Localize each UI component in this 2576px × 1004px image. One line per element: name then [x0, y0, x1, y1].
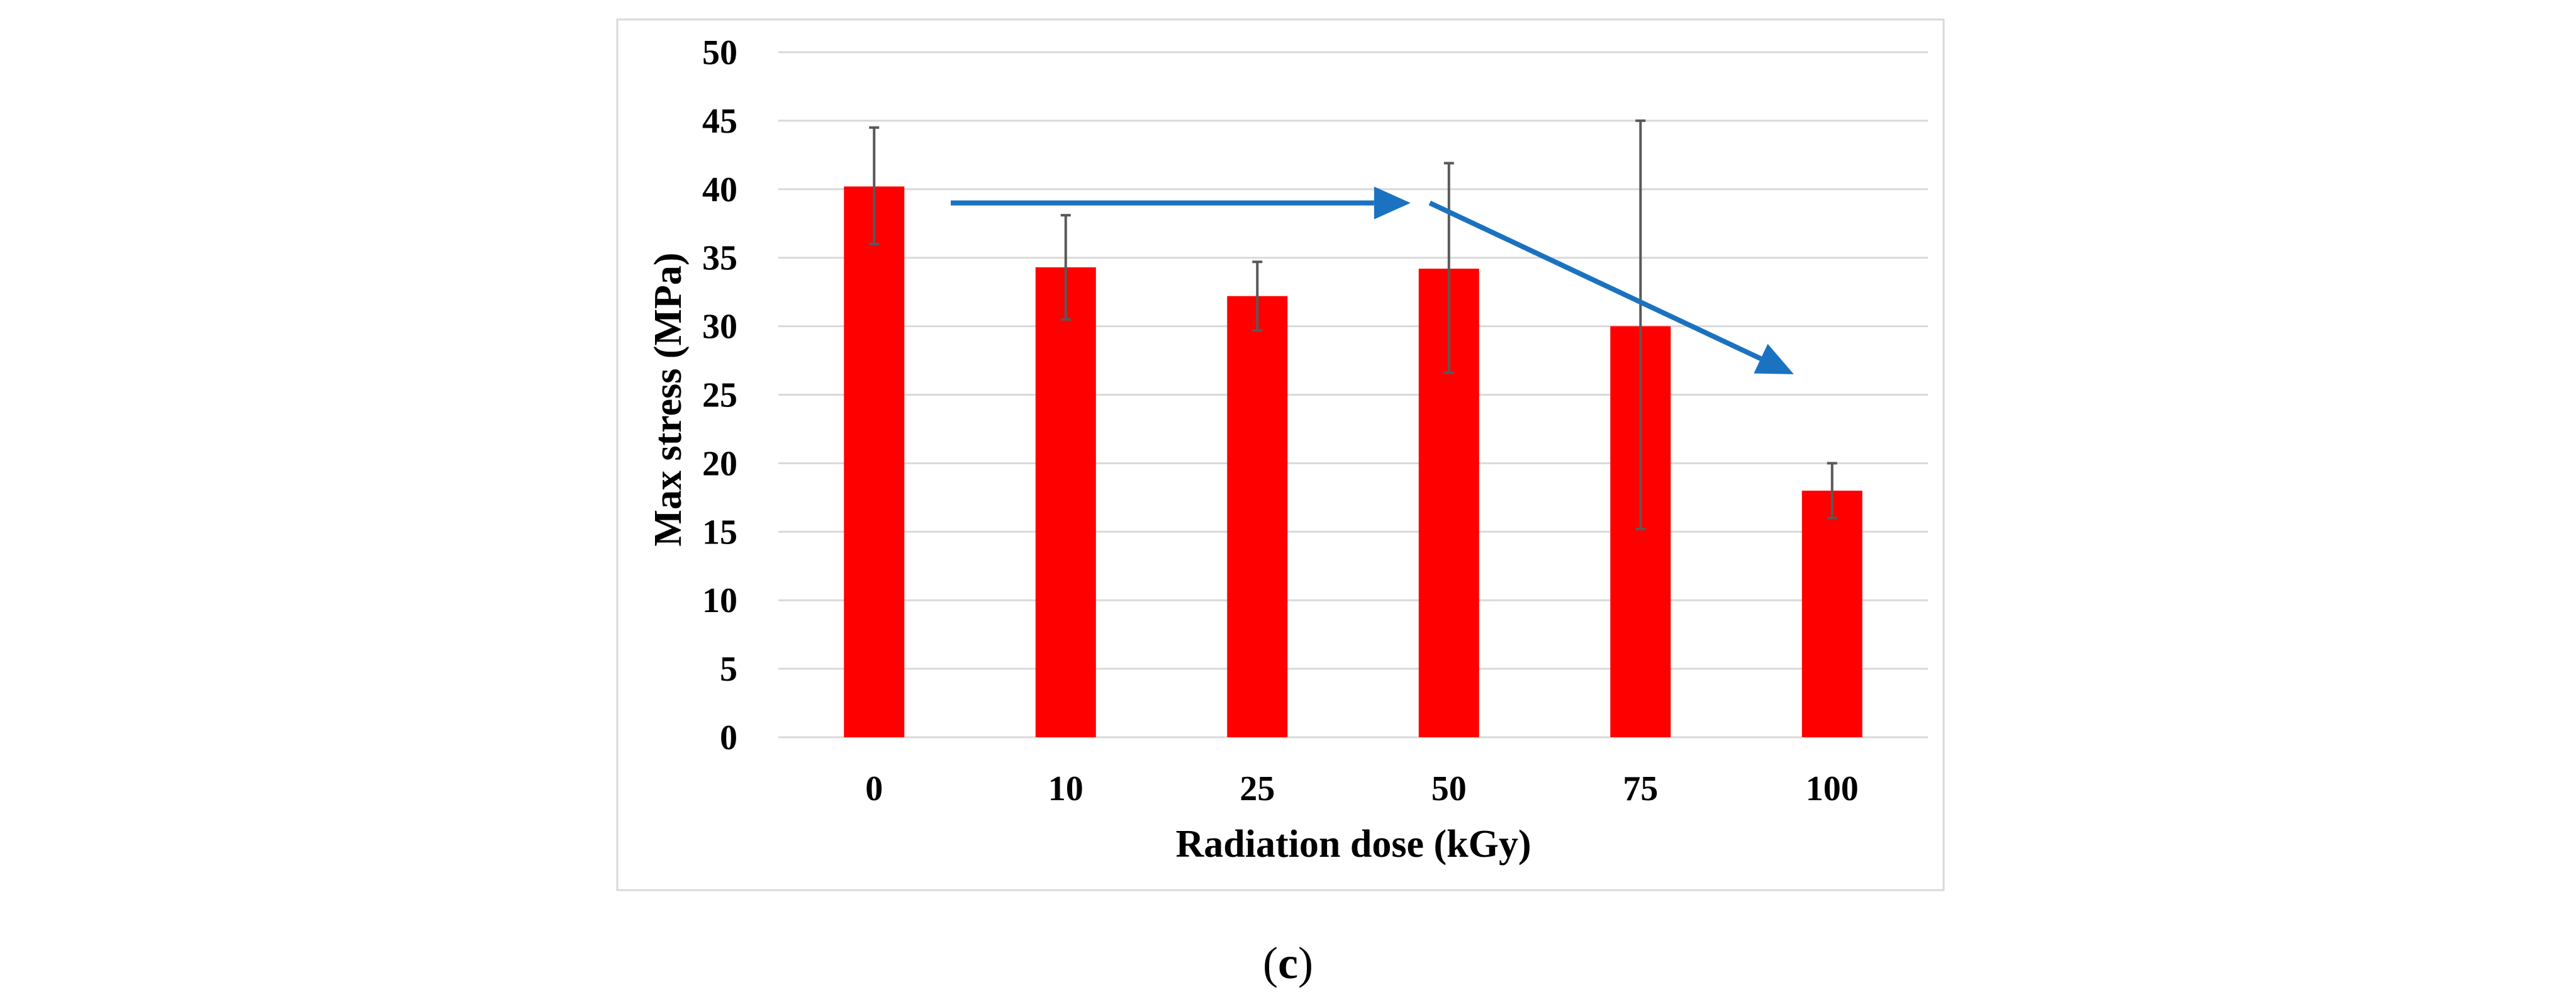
y-tick-25: 25 — [702, 376, 737, 415]
x-tick-50: 50 — [1431, 769, 1467, 808]
error-bar-10 — [1060, 214, 1071, 321]
error-bars — [869, 119, 1837, 530]
y-tick-20: 20 — [702, 444, 737, 483]
error-bar-50 — [1443, 162, 1454, 374]
y-tick-10: 10 — [702, 581, 737, 620]
y-axis-title: Max stress (MPa) — [647, 252, 690, 546]
error-bar-0 — [869, 126, 880, 245]
x-tick-0: 0 — [865, 769, 883, 808]
y-tick-15: 15 — [702, 513, 737, 552]
bar-10 — [1035, 267, 1096, 737]
x-tick-labels: 0 10 25 50 75 100 — [865, 769, 1859, 808]
error-bar-25 — [1252, 260, 1263, 332]
bar-100 — [1801, 490, 1862, 737]
y-tick-5: 5 — [720, 650, 737, 689]
trend-arrows — [951, 186, 1794, 374]
y-tick-45: 45 — [702, 102, 737, 141]
y-tick-30: 30 — [702, 308, 737, 347]
x-tick-25: 25 — [1240, 769, 1275, 808]
x-tick-100: 100 — [1806, 769, 1859, 808]
gridlines — [778, 51, 1928, 739]
error-bar-75 — [1635, 119, 1646, 530]
y-tick-labels: 0 5 10 15 20 25 30 35 40 45 50 — [702, 33, 737, 757]
bars — [844, 186, 1862, 738]
caption-open: ( — [1263, 938, 1279, 988]
error-bar-100 — [1827, 462, 1837, 520]
trend-arrow-1 — [951, 186, 1411, 220]
figure-caption: (c) — [0, 937, 2576, 990]
x-tick-10: 10 — [1048, 769, 1084, 808]
y-tick-35: 35 — [702, 239, 737, 278]
y-tick-50: 50 — [702, 33, 737, 72]
bar-25 — [1227, 296, 1288, 738]
caption-close: ) — [1297, 938, 1313, 988]
y-tick-40: 40 — [702, 170, 737, 209]
y-tick-0: 0 — [720, 718, 737, 757]
trend-arrow-2 — [1428, 200, 1794, 374]
bar-0 — [844, 186, 905, 738]
x-axis-title: Radiation dose (kGy) — [1176, 823, 1532, 866]
x-tick-75: 75 — [1623, 769, 1658, 808]
caption-letter: c — [1278, 938, 1298, 988]
